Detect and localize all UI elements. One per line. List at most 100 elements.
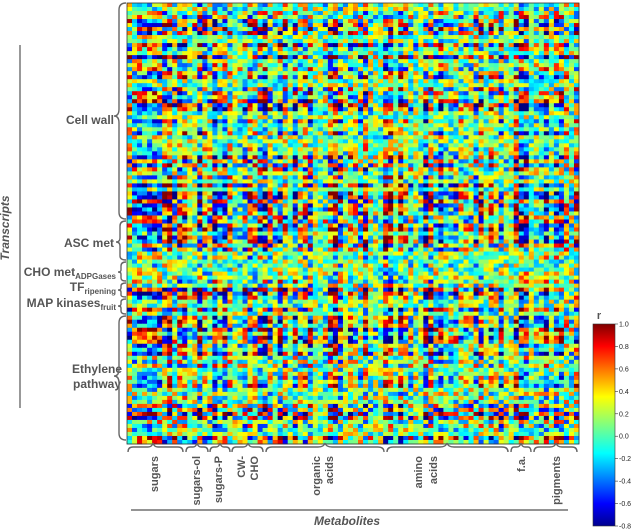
- heatmap-cell: [483, 95, 489, 100]
- heatmap-cell: [438, 135, 444, 140]
- heatmap-cell: [458, 67, 464, 72]
- heatmap-cell: [142, 27, 148, 32]
- heatmap-cell: [543, 187, 550, 192]
- heatmap-cell: [513, 123, 520, 128]
- heatmap-cell: [302, 179, 309, 184]
- heatmap-cell: [267, 211, 274, 216]
- heatmap-cell: [428, 219, 434, 224]
- heatmap-cell: [252, 59, 258, 64]
- heatmap-cell: [408, 167, 414, 172]
- heatmap-cell: [368, 19, 374, 24]
- heatmap-cell: [508, 211, 515, 216]
- heatmap-cell: [222, 75, 228, 80]
- heatmap-cell: [378, 179, 384, 184]
- heatmap-cell: [127, 135, 133, 140]
- heatmap-cell: [257, 43, 263, 48]
- heatmap-cell: [232, 19, 238, 24]
- heatmap-cell: [312, 135, 319, 140]
- heatmap-cell: [518, 203, 525, 208]
- heatmap-cell: [197, 159, 203, 164]
- heatmap-cell: [538, 127, 545, 132]
- heatmap-cell: [137, 123, 143, 128]
- heatmap-cell: [207, 167, 213, 172]
- heatmap-cell: [347, 19, 354, 24]
- heatmap-cell: [212, 195, 218, 200]
- heatmap-cell: [127, 43, 133, 48]
- heatmap-cell: [453, 151, 459, 156]
- heatmap-cell: [483, 51, 489, 56]
- heatmap-cell: [227, 187, 233, 192]
- heatmap-cell: [332, 63, 339, 68]
- heatmap-cell: [217, 199, 223, 204]
- heatmap-cell: [428, 111, 434, 116]
- heatmap-cell: [242, 91, 248, 96]
- heatmap-cell: [468, 179, 474, 184]
- heatmap-cell: [137, 7, 143, 12]
- heatmap-cell: [277, 139, 284, 144]
- heatmap-cell: [573, 19, 580, 24]
- heatmap-cell: [232, 11, 238, 16]
- heatmap-cell: [342, 167, 349, 172]
- heatmap-cell: [453, 195, 459, 200]
- heatmap-cell: [538, 23, 545, 28]
- heatmap-cell: [353, 127, 359, 132]
- heatmap-cell: [448, 63, 454, 68]
- heatmap-cell: [272, 187, 279, 192]
- heatmap-cell: [312, 215, 319, 220]
- heatmap-cell: [363, 43, 369, 48]
- heatmap-cell: [563, 115, 570, 120]
- heatmap-cell: [418, 31, 424, 36]
- heatmap-cell: [332, 127, 339, 132]
- heatmap-cell: [478, 147, 484, 152]
- heatmap-cell: [558, 203, 565, 208]
- heatmap-cell: [242, 7, 248, 12]
- heatmap-cell: [182, 123, 188, 128]
- heatmap-cell: [257, 119, 263, 124]
- heatmap-cell: [132, 131, 138, 136]
- heatmap-cell: [287, 175, 294, 180]
- heatmap-cell: [257, 191, 263, 196]
- heatmap-cell: [438, 67, 444, 72]
- heatmap-cell: [197, 123, 203, 128]
- heatmap-cell: [368, 143, 374, 148]
- heatmap-cell: [167, 99, 173, 104]
- heatmap-cell: [137, 79, 143, 84]
- heatmap-cell: [493, 67, 500, 72]
- heatmap-cell: [202, 71, 208, 76]
- heatmap-cell: [307, 203, 314, 208]
- heatmap-cell: [242, 63, 248, 68]
- heatmap-cell: [247, 123, 253, 128]
- heatmap-cell: [563, 131, 570, 136]
- heatmap-cell: [207, 107, 213, 112]
- heatmap-cell: [217, 79, 223, 84]
- heatmap-cell: [312, 147, 319, 152]
- heatmap-cell: [458, 95, 464, 100]
- heatmap-cell: [418, 175, 424, 180]
- heatmap-cell: [232, 171, 238, 176]
- heatmap-cell: [242, 55, 248, 60]
- heatmap-cell: [373, 151, 379, 156]
- heatmap-cell: [508, 135, 515, 140]
- heatmap-cell: [137, 163, 143, 168]
- heatmap-cell: [448, 35, 454, 40]
- heatmap-cell: [498, 143, 505, 148]
- heatmap-cell: [287, 199, 294, 204]
- heatmap-cell: [252, 183, 258, 188]
- heatmap-cell: [152, 67, 158, 72]
- heatmap-cell: [282, 3, 289, 8]
- heatmap-cell: [573, 51, 580, 56]
- heatmap-cell: [347, 207, 354, 212]
- heatmap-cell: [533, 187, 540, 192]
- heatmap-cell: [363, 151, 369, 156]
- heatmap-cell: [152, 211, 158, 216]
- heatmap-cell: [483, 43, 489, 48]
- heatmap-cell: [187, 67, 193, 72]
- heatmap-cell: [368, 187, 374, 192]
- heatmap-cell: [438, 155, 444, 160]
- heatmap-cell: [453, 139, 459, 144]
- heatmap-cell: [553, 207, 560, 212]
- heatmap-cell: [217, 51, 223, 56]
- heatmap-cell: [257, 103, 263, 108]
- heatmap-cell: [157, 167, 163, 172]
- heatmap-cell: [257, 55, 263, 60]
